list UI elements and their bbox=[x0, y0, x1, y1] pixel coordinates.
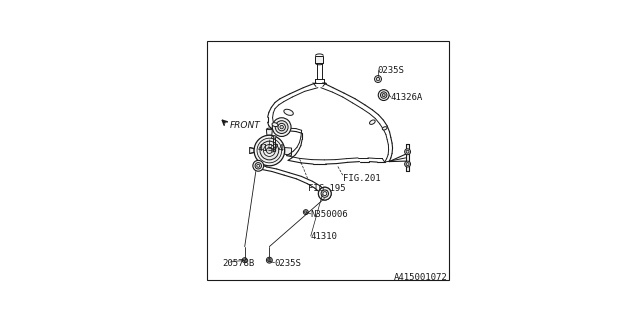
Circle shape bbox=[257, 164, 260, 167]
Circle shape bbox=[257, 138, 282, 163]
Circle shape bbox=[374, 76, 381, 83]
Circle shape bbox=[305, 211, 307, 213]
Text: 20578B: 20578B bbox=[222, 259, 254, 268]
Circle shape bbox=[273, 136, 276, 138]
Circle shape bbox=[269, 260, 270, 261]
Ellipse shape bbox=[284, 109, 293, 116]
Circle shape bbox=[275, 121, 288, 133]
Circle shape bbox=[323, 192, 327, 196]
Circle shape bbox=[404, 161, 410, 167]
Circle shape bbox=[272, 150, 274, 152]
Circle shape bbox=[266, 148, 272, 154]
Circle shape bbox=[378, 90, 389, 100]
Circle shape bbox=[321, 190, 329, 197]
Text: A415001072: A415001072 bbox=[394, 273, 447, 282]
Polygon shape bbox=[285, 148, 292, 156]
Text: 0235S: 0235S bbox=[378, 66, 404, 75]
Circle shape bbox=[272, 118, 291, 136]
Circle shape bbox=[382, 93, 385, 97]
Circle shape bbox=[303, 210, 308, 215]
Text: FIG.201: FIG.201 bbox=[343, 174, 380, 183]
Circle shape bbox=[406, 163, 409, 165]
Polygon shape bbox=[406, 144, 410, 172]
Ellipse shape bbox=[272, 123, 278, 127]
Ellipse shape bbox=[382, 127, 387, 130]
Circle shape bbox=[376, 77, 380, 81]
Text: 41310: 41310 bbox=[311, 232, 338, 241]
Polygon shape bbox=[266, 130, 272, 135]
Circle shape bbox=[404, 149, 410, 155]
Circle shape bbox=[243, 259, 246, 261]
Circle shape bbox=[266, 257, 272, 263]
Text: 41374: 41374 bbox=[258, 144, 285, 153]
Circle shape bbox=[381, 92, 387, 98]
Circle shape bbox=[321, 190, 328, 197]
Text: 0235S: 0235S bbox=[275, 259, 301, 268]
Polygon shape bbox=[250, 148, 254, 154]
Circle shape bbox=[318, 187, 332, 200]
Circle shape bbox=[243, 258, 247, 263]
Text: N350006: N350006 bbox=[311, 210, 348, 219]
Circle shape bbox=[260, 141, 279, 160]
Circle shape bbox=[278, 124, 285, 131]
Circle shape bbox=[318, 187, 332, 200]
Text: FIG.195: FIG.195 bbox=[308, 184, 346, 193]
Circle shape bbox=[255, 163, 262, 169]
Circle shape bbox=[268, 259, 271, 262]
Polygon shape bbox=[316, 56, 323, 63]
Circle shape bbox=[323, 192, 327, 196]
Text: FRONT: FRONT bbox=[230, 121, 260, 130]
Ellipse shape bbox=[369, 120, 375, 124]
Circle shape bbox=[264, 145, 275, 156]
Circle shape bbox=[253, 160, 264, 171]
Circle shape bbox=[406, 150, 409, 153]
Circle shape bbox=[280, 125, 284, 129]
Circle shape bbox=[254, 135, 285, 166]
Circle shape bbox=[271, 136, 274, 139]
Circle shape bbox=[274, 149, 276, 151]
Text: 41326A: 41326A bbox=[391, 93, 423, 102]
